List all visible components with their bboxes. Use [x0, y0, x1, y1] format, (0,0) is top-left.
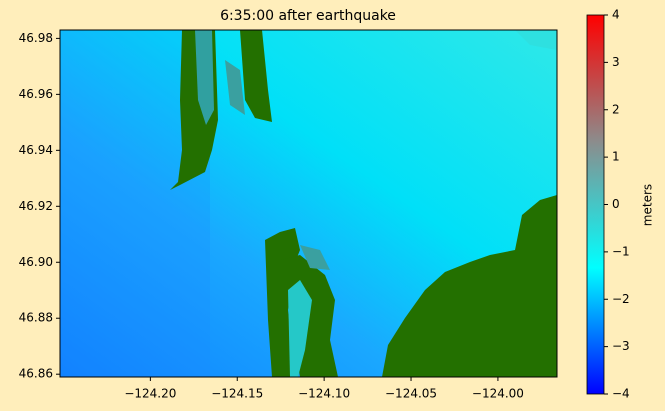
y-tick-label: 46.86: [19, 367, 53, 381]
colorbar-label: meters: [641, 184, 655, 226]
colorbar-tick-label: −2: [612, 292, 630, 306]
colorbar-tick-label: 3: [612, 55, 620, 69]
x-tick-label: −124.00: [472, 387, 524, 401]
map-image: [60, 30, 557, 377]
x-tick-label: −124.05: [385, 387, 437, 401]
y-tick-label: 46.92: [19, 199, 53, 213]
x-tick-label: −124.20: [124, 387, 176, 401]
x-tick-label: −124.10: [298, 387, 350, 401]
colorbar-tick-label: −4: [612, 387, 630, 401]
colorbar-tick-label: 0: [612, 197, 620, 211]
y-tick-label: 46.90: [19, 255, 53, 269]
chart-title: 6:35:00 after earthquake: [220, 8, 396, 24]
colorbar: [586, 14, 605, 395]
colorbar-tick-label: 4: [612, 8, 620, 22]
y-tick-label: 46.98: [19, 31, 53, 45]
x-tick-label: −124.15: [211, 387, 263, 401]
plot-frame: [59, 29, 558, 378]
colorbar-tick-label: 1: [612, 150, 620, 164]
y-tick-label: 46.96: [19, 87, 53, 101]
colorbar-tick-label: −3: [612, 339, 630, 353]
colorbar-tick-label: 2: [612, 102, 620, 116]
y-tick-label: 46.88: [19, 311, 53, 325]
y-tick-label: 46.94: [19, 143, 53, 157]
colorbar-tick-label: −1: [612, 244, 630, 258]
